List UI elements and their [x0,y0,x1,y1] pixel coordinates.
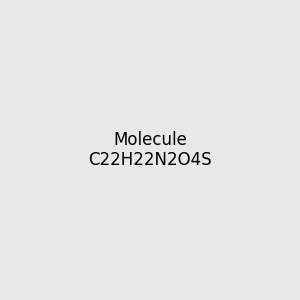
Text: Molecule
C22H22N2O4S: Molecule C22H22N2O4S [88,130,212,170]
